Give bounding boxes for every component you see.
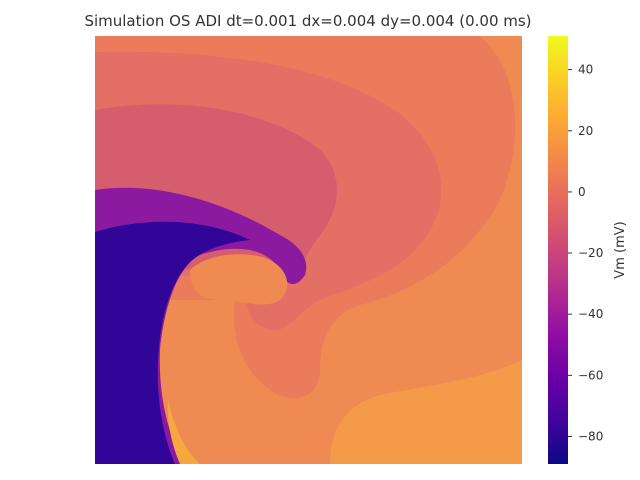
- colorbar-gradient: [548, 36, 568, 464]
- colorbar-tick-label: 40: [578, 63, 593, 77]
- colorbar-tick-label: −20: [578, 246, 603, 260]
- refractory-region: [95, 221, 250, 464]
- colorbar-tick-label: 20: [578, 124, 593, 138]
- spiral-tip-region: [190, 254, 288, 305]
- colorbar-tick-label: −40: [578, 307, 603, 321]
- colorbar-tick-label: −60: [578, 368, 603, 382]
- colorbar: 40 20 0 −20 −40 −60 −80 Vm (mV): [548, 36, 628, 464]
- lower-left-sliver: [167, 400, 200, 464]
- chart-title: Simulation OS ADI dt=0.001 dx=0.004 dy=0…: [84, 12, 531, 30]
- colorbar-ticks: 40 20 0 −20 −40 −60 −80: [568, 63, 603, 443]
- heatmap-field: [95, 36, 522, 464]
- lower-right-region: [330, 360, 522, 464]
- colorbar-tick-label: −80: [578, 429, 603, 443]
- colorbar-tick-label: 0: [578, 185, 586, 199]
- colorbar-label: Vm (mV): [613, 221, 628, 278]
